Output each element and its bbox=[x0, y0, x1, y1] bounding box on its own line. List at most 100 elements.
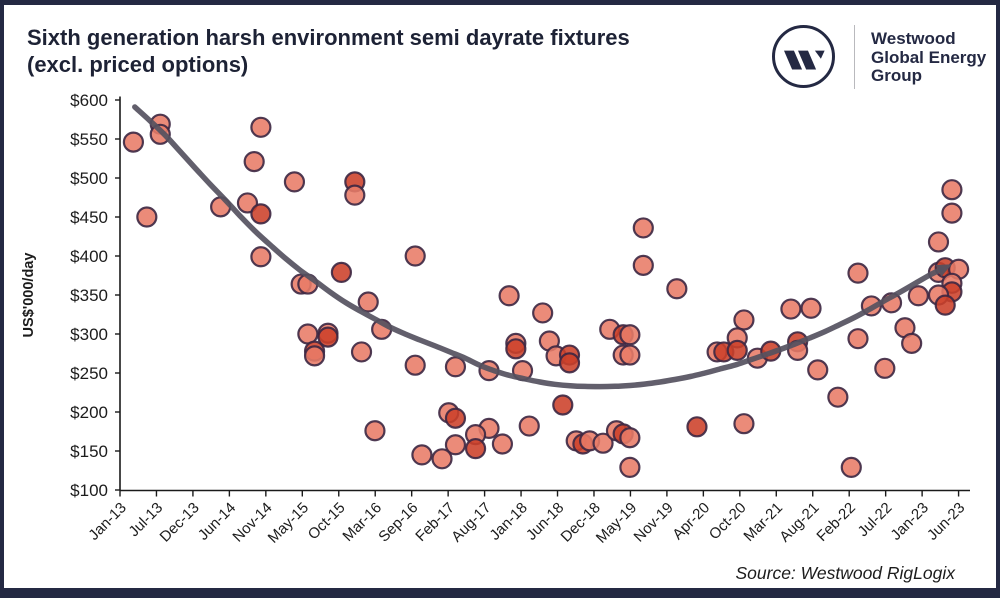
y-tick-label: $550 bbox=[70, 130, 108, 149]
data-point bbox=[250, 246, 272, 268]
logo-text: Westwood Global Energy Group bbox=[871, 29, 987, 86]
westwood-w-icon bbox=[783, 50, 825, 70]
trend-line bbox=[132, 104, 944, 390]
y-tick-label: $600 bbox=[70, 91, 108, 110]
y-tick-label: $300 bbox=[70, 325, 108, 344]
chart-title-line2: (excl. priced options) bbox=[27, 52, 249, 77]
x-tick-label: Feb-17 bbox=[412, 499, 458, 545]
data-point bbox=[444, 356, 467, 378]
logo-text-line1: Westwood bbox=[871, 29, 956, 48]
x-tick-label: Nov-19 bbox=[631, 499, 677, 545]
scatter-chart: $100 $150 $200 $250 $300 $350 $400 $450 $500 $550… bbox=[21, 91, 970, 547]
data-point bbox=[303, 345, 326, 367]
y-tick-label: $350 bbox=[70, 286, 108, 305]
y-tick-label: $450 bbox=[70, 208, 108, 227]
y-axis-title: US$'000/day bbox=[21, 253, 37, 338]
data-point bbox=[498, 285, 520, 307]
data-point bbox=[491, 433, 514, 455]
data-point bbox=[357, 291, 379, 313]
data-point bbox=[619, 344, 641, 366]
y-tick-label: $150 bbox=[70, 442, 108, 461]
chart-title: Sixth generation harsh environment semi … bbox=[27, 24, 787, 78]
source-note: Source: Westwood RigLogix bbox=[735, 563, 955, 583]
data-point bbox=[666, 278, 688, 300]
data-point bbox=[250, 203, 272, 225]
data-point bbox=[505, 338, 527, 360]
data-point bbox=[907, 285, 929, 307]
x-tick-label: Feb-22 bbox=[813, 499, 859, 545]
x-tick-label: Apr-20 bbox=[669, 499, 713, 543]
data-point bbox=[874, 357, 896, 379]
x-tick-label: Aug-17 bbox=[448, 499, 494, 545]
data-point bbox=[619, 427, 641, 449]
data-point bbox=[364, 420, 386, 442]
x-tick-label: Mar-16 bbox=[339, 499, 385, 545]
data-point bbox=[431, 448, 453, 470]
data-point bbox=[807, 359, 829, 381]
x-tick-label: Sep-16 bbox=[375, 499, 421, 545]
x-tick-label: Jan-18 bbox=[486, 499, 530, 543]
chart-title-line1: Sixth generation harsh environment semi … bbox=[27, 25, 630, 50]
x-tick-label: Jan-23 bbox=[887, 499, 931, 543]
data-point bbox=[632, 254, 654, 276]
y-tick-label: $500 bbox=[70, 169, 108, 188]
data-point bbox=[592, 432, 614, 454]
x-tick-label: Dec-13 bbox=[157, 499, 203, 545]
data-point bbox=[236, 192, 259, 214]
x-tick-label: Jan-13 bbox=[85, 499, 129, 543]
logo-divider bbox=[854, 25, 855, 89]
data-point bbox=[733, 309, 755, 331]
data-point bbox=[927, 231, 950, 253]
data-point bbox=[444, 407, 467, 429]
logo-text-line2: Global Energy bbox=[871, 47, 987, 67]
y-tick-label: $200 bbox=[70, 403, 108, 422]
data-point bbox=[404, 245, 426, 267]
data-point bbox=[733, 413, 755, 435]
trend-arrowhead bbox=[935, 264, 952, 277]
data-point bbox=[136, 206, 158, 228]
data-point bbox=[532, 302, 554, 324]
data-point bbox=[686, 416, 708, 438]
data-point bbox=[344, 184, 366, 206]
data-point bbox=[901, 332, 923, 354]
data-point bbox=[934, 294, 956, 316]
data-point bbox=[632, 217, 654, 239]
x-tick-label: Aug-21 bbox=[776, 499, 822, 545]
data-point bbox=[941, 179, 963, 201]
y-tick-label: $250 bbox=[70, 364, 108, 383]
data-point bbox=[827, 386, 849, 408]
data-point bbox=[411, 444, 433, 466]
data-point bbox=[840, 456, 862, 478]
x-tick-label: May-19 bbox=[593, 499, 640, 546]
data-point bbox=[404, 354, 426, 376]
data-point bbox=[330, 261, 352, 283]
data-point bbox=[726, 339, 748, 361]
data-point bbox=[552, 394, 574, 416]
y-tick-label: $100 bbox=[70, 481, 108, 500]
data-point bbox=[350, 341, 373, 363]
data-point bbox=[243, 151, 265, 173]
data-point bbox=[941, 202, 963, 224]
data-point bbox=[122, 131, 145, 153]
x-tick-label: Mar-21 bbox=[740, 499, 786, 545]
data-point bbox=[619, 456, 641, 478]
data-point bbox=[464, 438, 487, 460]
data-point bbox=[800, 297, 822, 319]
data-point bbox=[317, 326, 339, 348]
data-point bbox=[619, 324, 641, 346]
data-point bbox=[847, 328, 869, 350]
data-point bbox=[250, 116, 272, 138]
data-point bbox=[558, 352, 581, 374]
westwood-logo: Westwood Global Energy Group bbox=[770, 24, 996, 100]
data-point bbox=[444, 434, 467, 456]
data-point bbox=[283, 171, 306, 193]
data-point bbox=[847, 262, 869, 284]
data-point bbox=[518, 415, 540, 437]
logo-circle bbox=[772, 25, 835, 88]
data-point bbox=[780, 298, 802, 320]
x-tick-label: Jun-23 bbox=[924, 499, 968, 543]
x-tick-label: May-15 bbox=[265, 499, 312, 546]
logo-text-line3: Group bbox=[871, 66, 922, 85]
y-tick-label: $400 bbox=[70, 247, 108, 266]
